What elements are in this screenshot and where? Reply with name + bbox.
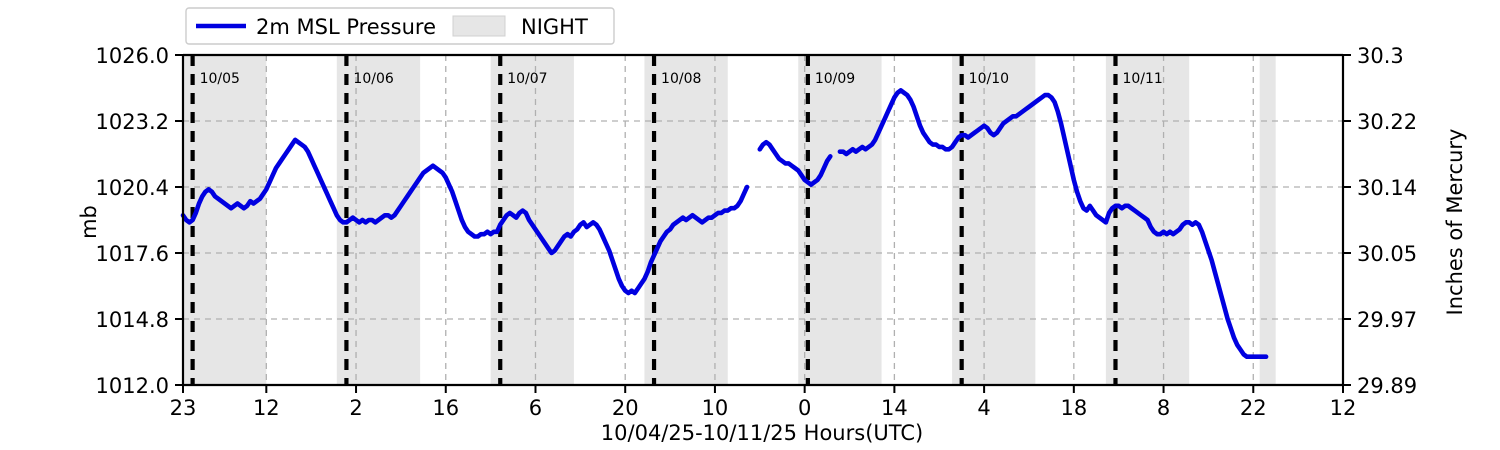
day-label: 10/05 [200,71,240,87]
day-label: 10/08 [661,71,701,87]
y-tick-label-right: 29.97 [1357,308,1417,332]
legend-box [185,7,615,45]
x-tick-label: 2 [349,396,362,420]
legend-label-series: 2m MSL Pressure [256,15,436,39]
day-label: 10/06 [353,71,393,87]
y-tick-label-left: 1014.8 [96,308,169,332]
y-tick-label-left: 1020.4 [96,176,169,200]
y-tick-label-left: 1017.6 [96,242,169,266]
x-tick-label: 22 [1240,396,1267,420]
y-tick-label-left: 1023.2 [96,110,169,134]
gridlines-group [183,55,1344,385]
x-tick-label: 23 [170,396,197,420]
y-tick-label-right: 30.05 [1357,242,1417,266]
day-label: 10/10 [969,71,1009,87]
y-tick-label-right: 30.22 [1357,110,1417,134]
x-tick-label: 14 [881,396,908,420]
axis-spines-group [181,53,1345,387]
x-axis-title: 10/04/25-10/11/25 Hours(UTC) [601,421,923,445]
series-group [180,88,1269,360]
x-tick-label: 4 [977,396,990,420]
legend-label-night: NIGHT [521,15,588,39]
night-band [183,55,267,385]
x-tick-label: 20 [612,396,639,420]
x-tick-label: 6 [529,396,542,420]
night-bands-group [183,55,1276,385]
day-label: 10/09 [815,71,855,87]
day-labels-group: 10/05 10/06 10/07 10/08 10/09 10/10 10/11 [200,71,1163,87]
tick-labels-group: 1012.0 29.89 1014.8 29.97 1017.6 30.05 1020.4 3… [96,44,1418,420]
x-tick-label: 16 [432,396,459,420]
y-axis-title-right: Inches of Mercury [1443,129,1467,316]
night-band [1259,55,1276,385]
x-tick-label: 10 [702,396,729,420]
legend: 2m MSL Pressure NIGHT [185,7,615,45]
ticks-group [175,54,1351,393]
y-tick-label-right: 30.3 [1357,44,1404,68]
night-band [952,55,1036,385]
y-axis-title-left: mb [77,205,101,239]
y-tick-label-left: 1026.0 [96,44,169,68]
x-tick-label: 0 [798,396,811,420]
day-label: 10/07 [507,71,547,87]
night-band [798,55,882,385]
x-tick-label: 8 [1157,396,1170,420]
day-separators-group [190,55,1118,385]
x-tick-label: 12 [1330,396,1357,420]
series-line-pressure [180,88,1269,360]
legend-night-swatch [452,15,506,37]
y-tick-label-left: 1012.0 [96,374,169,398]
x-tick-label: 12 [253,396,280,420]
x-tick-label: 18 [1060,396,1087,420]
y-tick-label-right: 29.89 [1357,374,1417,398]
y-tick-label-right: 30.14 [1357,176,1417,200]
day-label: 10/11 [1122,71,1162,87]
